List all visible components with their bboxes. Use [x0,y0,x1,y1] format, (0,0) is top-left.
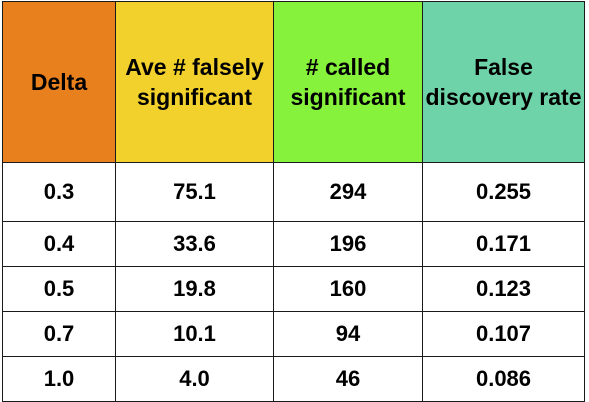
cell-false-discovery-rate: 0.107 [422,311,585,357]
cell-called-significant: 46 [273,356,423,402]
table-row: 0.7 10.1 94 0.107 [2,311,585,357]
cell-false-discovery-rate: 0.123 [422,266,585,312]
table-body: 0.3 75.1 294 0.255 0.4 33.6 196 0.171 0.… [2,162,585,402]
cell-called-significant: 160 [273,266,423,312]
cell-ave-falsely-significant: 10.1 [115,311,274,357]
header-false-discovery-rate: False discovery rate [422,1,585,163]
cell-delta: 0.4 [2,221,116,267]
table-row: 0.5 19.8 160 0.123 [2,266,585,312]
header-ave-falsely-significant: Ave # falsely significant [115,1,274,163]
cell-false-discovery-rate: 0.086 [422,356,585,402]
table-row: 0.4 33.6 196 0.171 [2,221,585,267]
header-called-significant: # called significant [273,1,423,163]
cell-delta: 0.7 [2,311,116,357]
cell-ave-falsely-significant: 33.6 [115,221,274,267]
table-row: 0.3 75.1 294 0.255 [2,162,585,222]
table-header: Delta Ave # falsely significant # called… [2,1,585,163]
cell-delta: 1.0 [2,356,116,402]
cell-ave-falsely-significant: 4.0 [115,356,274,402]
cell-ave-falsely-significant: 19.8 [115,266,274,312]
table-row: 1.0 4.0 46 0.086 [2,356,585,402]
cell-false-discovery-rate: 0.255 [422,162,585,222]
header-row: Delta Ave # falsely significant # called… [2,1,585,163]
cell-called-significant: 196 [273,221,423,267]
cell-delta: 0.5 [2,266,116,312]
cell-called-significant: 294 [273,162,423,222]
header-delta: Delta [2,1,116,163]
cell-delta: 0.3 [2,162,116,222]
cell-false-discovery-rate: 0.171 [422,221,585,267]
cell-ave-falsely-significant: 75.1 [115,162,274,222]
cell-called-significant: 94 [273,311,423,357]
